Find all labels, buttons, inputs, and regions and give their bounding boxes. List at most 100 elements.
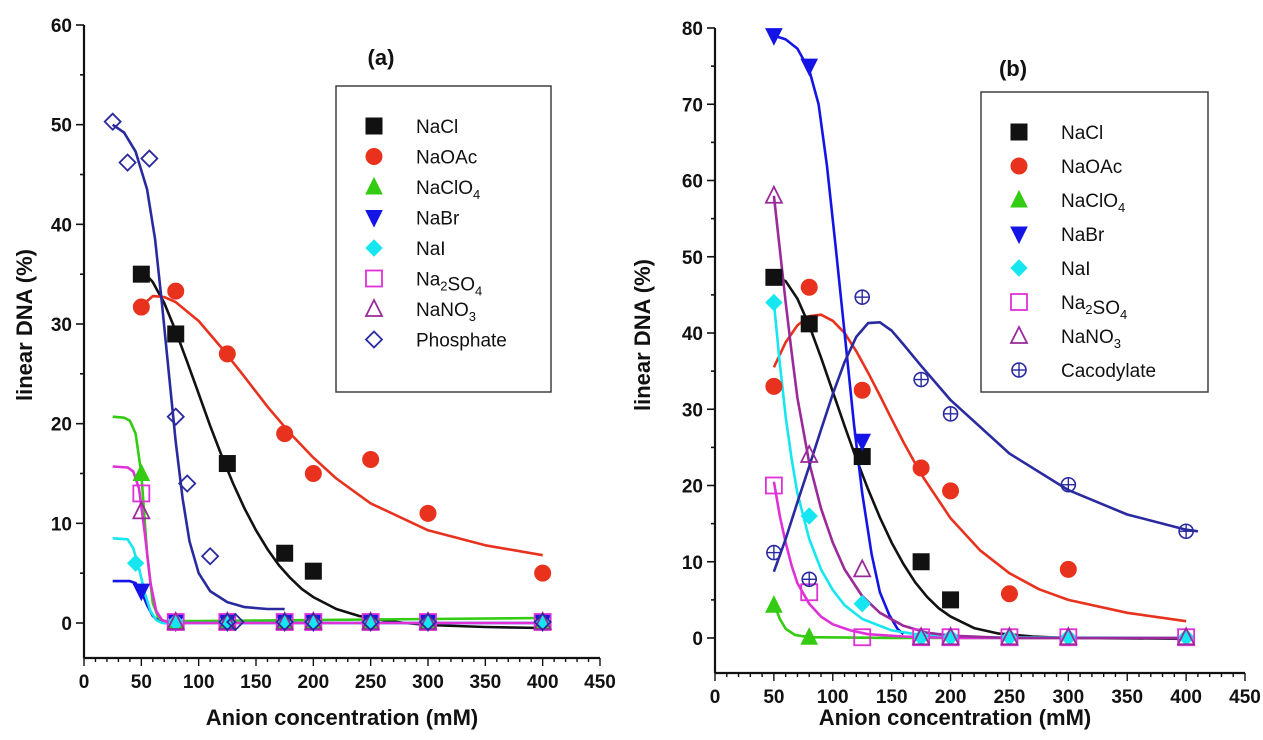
data-point-cacodylate	[766, 544, 782, 561]
data-point-naoac	[304, 465, 322, 482]
data-point-nano3	[941, 626, 961, 646]
x-tick-label: 250	[355, 672, 387, 693]
x-tick-label: 400	[1170, 687, 1202, 708]
y-axis-title: linear DNA (%)	[12, 249, 37, 401]
data-point-nano3	[999, 626, 1019, 646]
legend-marker-naoac	[365, 148, 383, 165]
data-point-naclo4	[765, 595, 783, 613]
data-point-phosphate	[118, 153, 137, 172]
x-tick-label: 300	[1052, 687, 1084, 708]
legend-marker-nabr	[1010, 226, 1028, 245]
y-tick-label: 10	[682, 553, 703, 574]
y-tick-label: 20	[51, 415, 72, 436]
fit-curve-na2	[772, 481, 1187, 640]
data-point-na2so4	[853, 628, 872, 647]
x-tick-label: 50	[131, 672, 152, 693]
data-point-nano3	[764, 184, 784, 204]
data-point-naoac	[765, 377, 783, 395]
x-tick-label: 300	[412, 672, 444, 693]
data-point-naoac	[800, 278, 818, 296]
x-tick-label: 200	[297, 672, 329, 693]
x-tick-label: 450	[584, 672, 616, 693]
y-tick-label: 0	[61, 614, 72, 635]
legend-label-cacodylate: Cacodylate	[1061, 361, 1156, 382]
data-point-cacodylate	[1178, 523, 1194, 540]
data-point-naclo4	[800, 627, 819, 645]
data-point-nacl	[942, 591, 960, 609]
fit-curve-nai	[112, 537, 543, 625]
legend-marker-naclo4	[365, 176, 383, 195]
legend-label-nano3: NaNO3	[1061, 327, 1121, 351]
legend-marker-nano3	[364, 297, 384, 317]
fit-curve-nacl	[140, 268, 543, 630]
data-point-naoac	[419, 504, 437, 522]
data-point-phosphate	[140, 149, 159, 168]
data-point-nano3	[1176, 626, 1196, 646]
x-tick-label: 250	[994, 687, 1026, 708]
data-point-cacodylate	[942, 406, 959, 422]
data-point-nabr	[853, 433, 872, 452]
data-point-nai	[800, 507, 818, 525]
legend-marker-nabr	[365, 210, 383, 228]
fit-curve-na2	[112, 465, 543, 625]
data-point-naoac	[167, 282, 185, 300]
data-point-naoac	[853, 381, 871, 399]
legend-marker-naclo4	[1010, 189, 1028, 208]
data-point-nano3	[911, 626, 931, 646]
chart-panel-b: 0 10 20 30 40 50 60 70 80 0 50 100 150 200 250 300 350 40…	[630, 19, 1261, 730]
y-tick-label: 0	[692, 629, 703, 650]
legend-marker-nai	[1010, 259, 1028, 277]
fit-curve-naoac	[140, 294, 543, 557]
panel-label: (a)	[368, 45, 395, 70]
data-point-phosphate	[218, 612, 237, 632]
x-axis-title: Anion concentration (mM)	[206, 705, 479, 730]
data-point-nai	[853, 594, 871, 613]
fit-curve-nacl	[773, 274, 1187, 641]
x-tick-label: 100	[817, 687, 849, 708]
legend-label-nacl: NaCl	[1061, 123, 1103, 144]
fit-curve-naclo4	[772, 603, 1187, 640]
data-point-cacodylate	[801, 571, 818, 588]
legend-box	[335, 85, 552, 393]
x-tick-label: 400	[527, 672, 559, 693]
data-point-phosphate	[177, 474, 197, 493]
legend-label-nai: NaI	[416, 239, 446, 260]
legend-label-nacl: NaCl	[416, 117, 458, 138]
x-tick-label: 0	[710, 687, 721, 708]
x-tick-label: 50	[763, 687, 784, 708]
legend-marker-nacl	[365, 117, 383, 135]
legend-label-naoac: NaOAc	[416, 148, 477, 169]
legend-marker-nacl	[1010, 123, 1028, 141]
y-tick-label: 60	[682, 172, 703, 193]
x-tick-label: 350	[469, 672, 501, 693]
data-point-cacodylate	[913, 371, 929, 388]
data-point-nai	[1177, 628, 1195, 646]
legend-label-phosphate: Phosphate	[416, 331, 507, 352]
y-tick-label: 60	[51, 16, 72, 37]
legend-marker-na2so4	[1010, 293, 1028, 311]
y-tick-label: 40	[51, 215, 72, 236]
legend-label-naoac: NaOAc	[1061, 157, 1122, 178]
data-point-nai	[126, 554, 145, 572]
data-point-cacodylate	[854, 289, 871, 305]
data-point-nacl	[276, 544, 294, 562]
legend-marker-naoac	[1010, 157, 1028, 175]
data-point-phosphate	[418, 612, 438, 632]
data-point-naoac	[942, 482, 960, 500]
x-tick-label: 100	[183, 672, 215, 693]
data-point-nano3	[1058, 626, 1078, 646]
legend: NaCl NaOAc NaClO4 NaBr NaI Na2SO4 NaNO3 Cacodyl…	[980, 91, 1209, 393]
legend-marker-nano3	[1009, 324, 1029, 344]
data-point-phosphate	[361, 612, 380, 632]
data-point-nai	[941, 628, 960, 646]
legend-label-nano3: NaNO3	[416, 300, 476, 324]
data-point-naoac	[362, 451, 380, 469]
x-tick-label: 200	[935, 687, 967, 708]
data-point-nacl	[765, 268, 783, 286]
legend-label-naclo4: NaClO4	[1061, 191, 1125, 215]
chart-panel-a: 0 10 20 30 40 50 60 0 50 100 150 200 250 300 350 400 450…	[12, 16, 616, 730]
data-point-nacl	[132, 265, 150, 283]
data-point-nano3	[799, 443, 819, 463]
